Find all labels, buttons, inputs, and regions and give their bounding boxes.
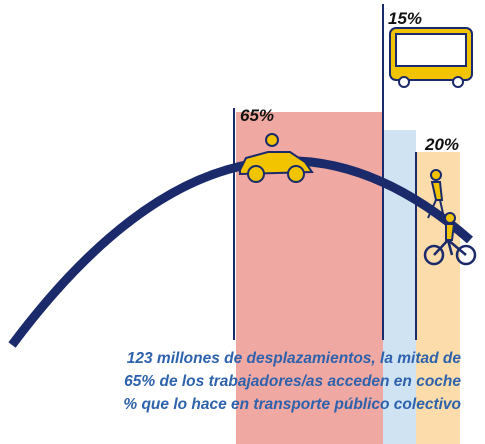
infographic: 65% 15% 20% 123 millones de desplazamien… bbox=[0, 0, 485, 444]
pct-label: 20% bbox=[424, 135, 459, 154]
caption-line: % que lo hace en transporte público cole… bbox=[123, 396, 461, 413]
pct-label: 65% bbox=[240, 106, 274, 125]
caption-line: 123 millones de desplazamientos, la mita… bbox=[127, 350, 462, 367]
bus-icon bbox=[390, 28, 472, 87]
pct-label: 15% bbox=[388, 9, 422, 28]
caption-line: 65% de los trabajadores/as acceden en co… bbox=[124, 373, 461, 390]
